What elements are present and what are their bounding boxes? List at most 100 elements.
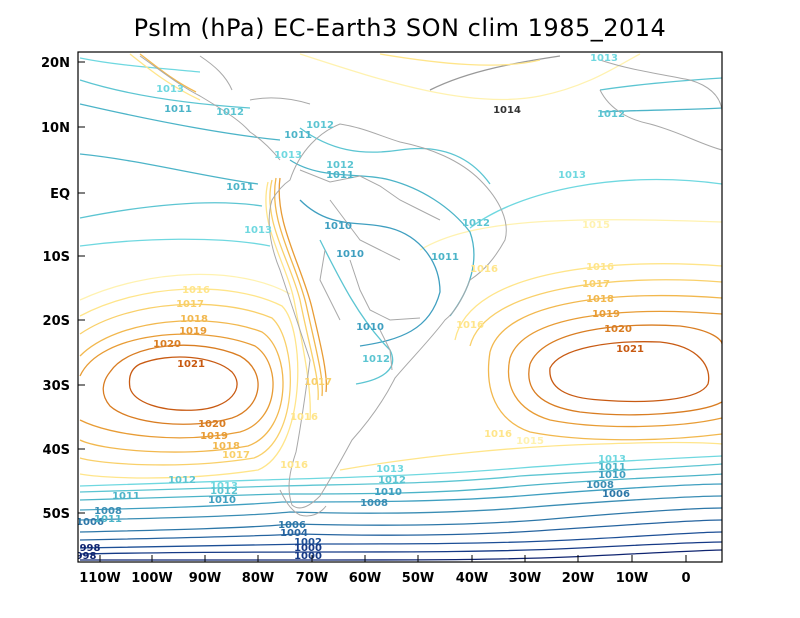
contour-label: 1011 xyxy=(94,514,122,525)
y-tick-label: 10S xyxy=(43,250,70,265)
contour-label: 1016 xyxy=(586,262,614,273)
x-tick-labels: 110W 100W 90W 80W 70W 60W 50W 40W 30W 20W 10W 0 xyxy=(79,571,690,586)
contour-label: 1010 xyxy=(374,487,402,498)
contour-label: 1020 xyxy=(604,324,632,335)
contour-line-1013 xyxy=(79,455,722,487)
contour-label: 1016 xyxy=(470,264,498,275)
contour-label: 1020 xyxy=(198,419,226,430)
contour-label: 1021 xyxy=(616,344,644,355)
contour-label: 1011 xyxy=(164,104,192,115)
contour-line-1021 xyxy=(549,341,710,403)
contour-label: 1019 xyxy=(179,326,207,337)
x-tick-label: 30W xyxy=(509,571,541,586)
contour-line-1012 xyxy=(299,127,491,185)
contour-line-1015 xyxy=(299,53,641,101)
contour-line-1016 xyxy=(339,441,722,471)
axis-ticks xyxy=(78,61,687,562)
contour-line-1011 xyxy=(599,107,722,113)
contour-label: 1011 xyxy=(112,491,140,502)
contour-line-1020 xyxy=(529,324,722,365)
contour-label: 1018 xyxy=(586,294,614,305)
contour-label: 1019 xyxy=(592,309,620,320)
contour-label: 1010 xyxy=(598,470,626,481)
contour-label: 1011 xyxy=(326,170,354,181)
contour-line-1017 xyxy=(469,279,722,347)
contour-label: 1018 xyxy=(212,441,240,452)
contour-line-1015 xyxy=(419,219,722,251)
x-tick-label: 110W xyxy=(79,571,120,586)
contour-label: 1017 xyxy=(304,377,332,388)
map-title: Pslm (hPa) EC-Earth3 SON clim 1985_2014 xyxy=(133,14,667,42)
contour-line-1004 xyxy=(79,519,722,541)
y-tick-label: EQ xyxy=(50,187,70,202)
contour-label: 1012 xyxy=(216,107,244,118)
contour-label: 1012 xyxy=(306,120,334,131)
contour-label: 1012 xyxy=(168,475,196,486)
contour-label: 1020 xyxy=(153,339,181,350)
contour-label: 1019 xyxy=(200,431,228,442)
x-tick-label: 50W xyxy=(402,571,434,586)
contour-label: 1011 xyxy=(598,462,626,473)
contour-line-1012 xyxy=(79,463,722,493)
coastline-segment xyxy=(599,59,722,111)
contour-line-1016 xyxy=(265,181,311,421)
contour-label: 1016 xyxy=(280,460,308,471)
coastline-segment xyxy=(249,97,311,105)
contour-label: 1006 xyxy=(278,520,306,531)
contour-label: 1015 xyxy=(516,436,544,447)
contour-label: 1010 xyxy=(336,249,364,260)
contour-label: 1013 xyxy=(590,53,618,64)
contour-label: 1013 xyxy=(244,225,272,236)
contour-line-1011 xyxy=(289,159,475,317)
contour-line-1016 xyxy=(454,263,722,341)
contour-label: 1013 xyxy=(274,150,302,161)
contour-label: 1013 xyxy=(376,464,404,475)
contour-label: 1000 xyxy=(294,551,322,562)
contour-label: 1010 xyxy=(324,221,352,232)
coastline-segment xyxy=(329,199,401,261)
contour-line-1019 xyxy=(79,333,274,439)
contour-line-1017 xyxy=(79,303,291,466)
contour-label: 1013 xyxy=(558,170,586,181)
contour-label: 1012 xyxy=(210,486,238,497)
contour-line-1019 xyxy=(509,310,722,359)
coastline-segment xyxy=(299,169,441,221)
contour-line-1014 xyxy=(429,55,561,91)
contour-label: 1015 xyxy=(582,220,610,231)
coastline-segment xyxy=(268,123,507,509)
contour-line-1012 xyxy=(319,239,394,385)
contour-label: 1017 xyxy=(222,450,250,461)
contour-label: 1016 xyxy=(484,429,512,440)
coastline-segment xyxy=(599,89,722,151)
x-tick-label: 90W xyxy=(189,571,221,586)
contour-line-1000 xyxy=(79,541,722,555)
contour-line-1002 xyxy=(79,531,722,549)
x-tick-label: 0 xyxy=(681,571,690,586)
contour-label: 1017 xyxy=(582,279,610,290)
contour-line-1020 xyxy=(102,344,259,425)
contour-label: 1012 xyxy=(378,475,406,486)
contour-label: 1013 xyxy=(598,454,626,465)
contour-label: 1008 xyxy=(360,498,388,509)
contour-line-1012 xyxy=(79,79,251,109)
x-tick-label: 100W xyxy=(131,571,172,586)
x-tick-label: 60W xyxy=(349,571,381,586)
contour-label: 1010 xyxy=(356,322,384,333)
contour-label: 998 xyxy=(76,551,97,562)
contour-line-1011 xyxy=(79,153,259,185)
contour-line-1006 xyxy=(79,507,722,533)
contour-label: 1016 xyxy=(290,412,318,423)
contour-label: 998 xyxy=(80,543,101,554)
contour-label: 1011 xyxy=(226,182,254,193)
y-tick-label: 40S xyxy=(43,443,70,458)
contour-line-1016 xyxy=(129,53,201,101)
contour-label: 1014 xyxy=(493,105,521,116)
contour-line-1013 xyxy=(79,238,271,247)
contour-label: 1011 xyxy=(431,252,459,263)
contour-label: 1013 xyxy=(210,481,238,492)
contour-label: 1010 xyxy=(208,495,236,506)
coastline-segment xyxy=(319,249,341,321)
contour-line-1021 xyxy=(128,356,238,411)
contour-line-1011 xyxy=(79,473,722,501)
contour-label: 1012 xyxy=(462,218,490,229)
